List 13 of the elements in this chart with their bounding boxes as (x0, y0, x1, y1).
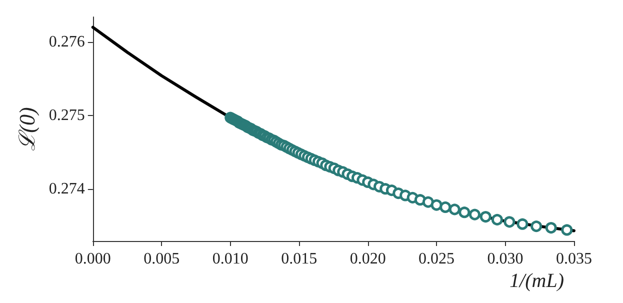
y-axis-title: ℒ(0) (14, 107, 40, 151)
x-tick-label: 0.035 (556, 250, 592, 268)
x-tick-label: 0.025 (418, 250, 455, 268)
x-tick-label: 0.005 (144, 250, 180, 268)
x-tick-label: 0.020 (350, 250, 386, 268)
y-tick-label: 0.275 (48, 106, 85, 124)
x-tick-label: 0.030 (487, 250, 524, 268)
x-tick-label: 0.000 (74, 250, 111, 268)
y-tick-label: 0.276 (48, 33, 85, 50)
y-tick-label: 0.274 (48, 180, 85, 198)
x-tick-label: 0.010 (212, 250, 248, 268)
x-axis-title: 1/(mL) (510, 270, 564, 292)
x-tick-label: 0.015 (281, 250, 318, 268)
